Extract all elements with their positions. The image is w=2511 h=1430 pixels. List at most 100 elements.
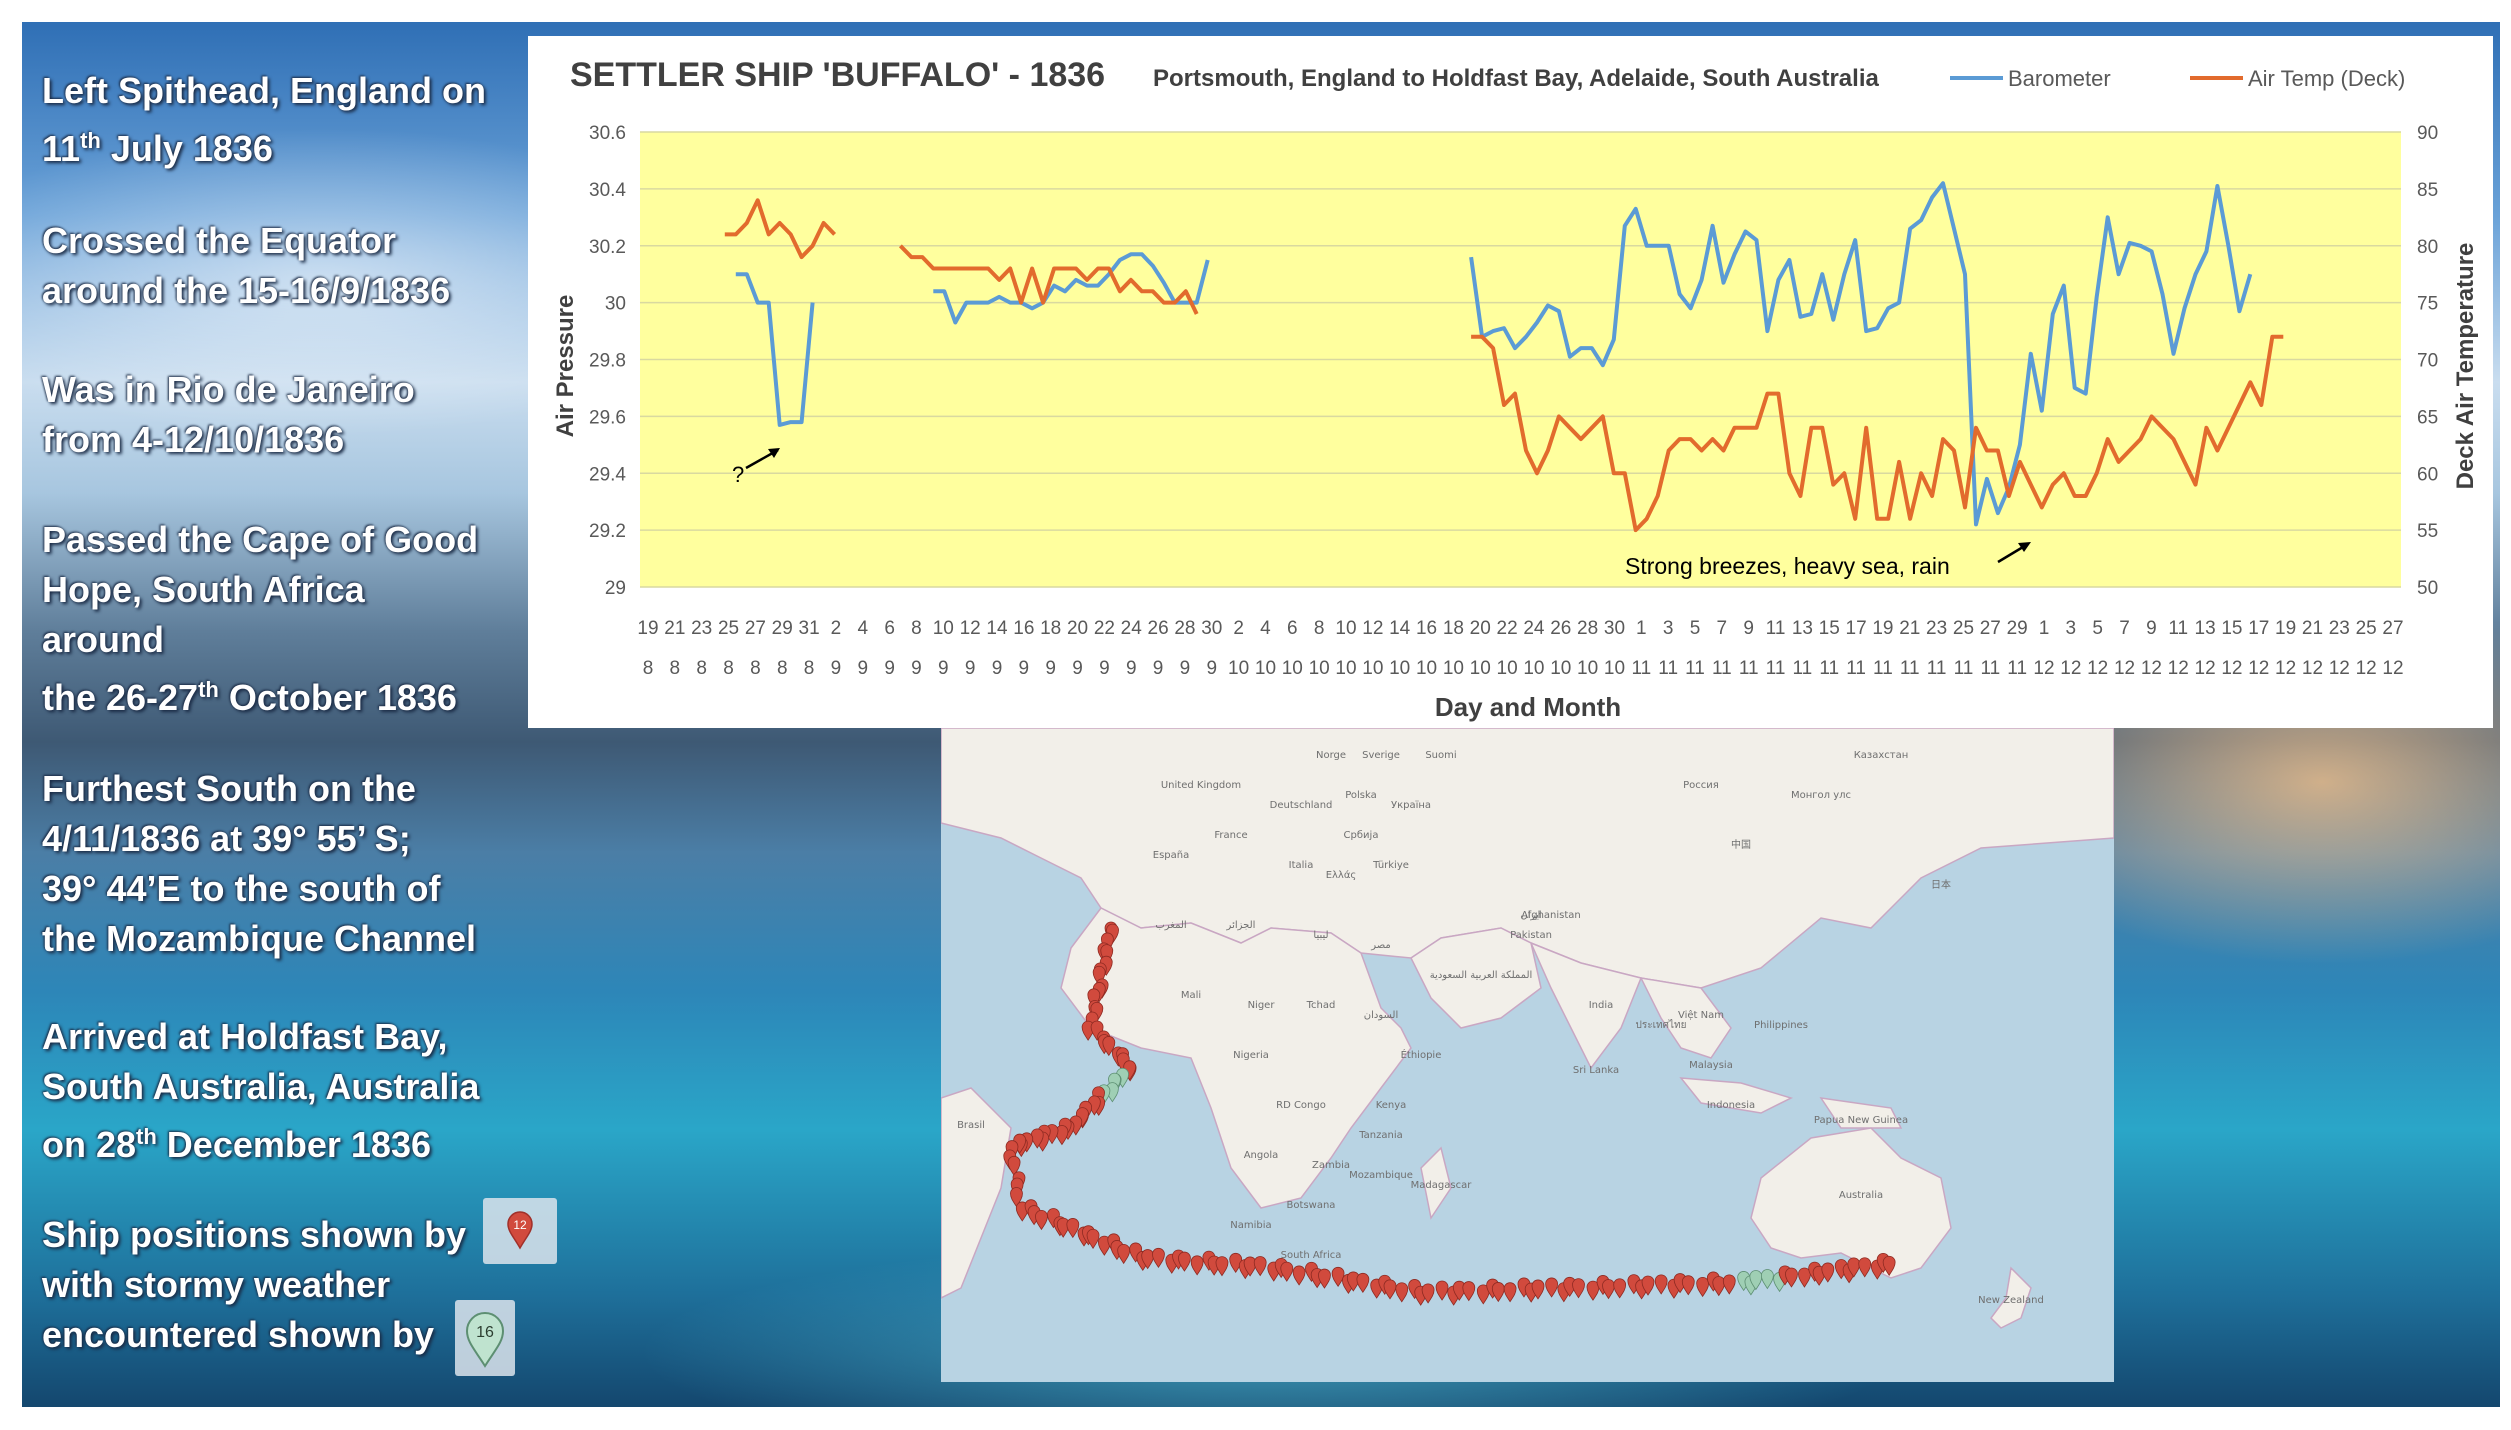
x-tick-month: 11	[2007, 658, 2027, 679]
map-country-label: Deutschland	[1270, 800, 1333, 811]
note-arrival-date: December 1836	[156, 1124, 431, 1165]
ship-position-marker[interactable]	[1292, 1265, 1306, 1286]
x-tick-month: 8	[723, 658, 734, 679]
x-tick-month: 10	[1443, 658, 1464, 679]
y2-tick-label: 65	[2417, 407, 2438, 428]
ship-position-marker[interactable]	[1462, 1281, 1476, 1302]
map-country-label: Afghanistan	[1521, 910, 1581, 921]
ship-position-marker[interactable]	[1141, 1249, 1155, 1270]
x-tick-day: 7	[1717, 618, 1728, 639]
ship-position-marker[interactable]	[1882, 1255, 1896, 1276]
ship-position-marker[interactable]	[1858, 1257, 1872, 1278]
ship-position-marker[interactable]	[1066, 1218, 1080, 1239]
note-cape-suffix: th	[198, 677, 219, 702]
map-country-label: Србија	[1344, 829, 1379, 841]
x-tick-month: 11	[1900, 658, 1920, 679]
y-tick-label: 30	[605, 294, 626, 315]
ship-position-marker[interactable]	[1681, 1275, 1695, 1296]
storm-position-marker[interactable]	[1760, 1269, 1774, 1290]
x-tick-day: 8	[911, 618, 922, 639]
ship-position-marker[interactable]	[1641, 1275, 1655, 1296]
ship-position-marker[interactable]	[1097, 1235, 1111, 1256]
x-tick-day: 30	[1201, 618, 1222, 639]
ship-position-marker[interactable]	[1821, 1262, 1835, 1283]
ship-position-marker[interactable]	[1055, 1125, 1069, 1146]
note-south-line1: Furthest South on the	[42, 768, 416, 809]
ship-position-marker[interactable]	[1007, 1155, 1021, 1177]
x-tick-day: 21	[2302, 618, 2323, 639]
ship-position-marker[interactable]	[1356, 1272, 1370, 1294]
ship-position-marker[interactable]	[1545, 1277, 1559, 1298]
x-tick-day: 30	[1604, 618, 1625, 639]
ship-position-marker[interactable]	[1215, 1256, 1229, 1277]
ship-position-marker[interactable]	[1280, 1261, 1294, 1282]
air-temp-line-segment	[724, 198, 837, 260]
ship-position-marker[interactable]	[1318, 1268, 1331, 1289]
ship-position-marker[interactable]	[1847, 1257, 1861, 1278]
ship-position-marker[interactable]	[1253, 1256, 1267, 1277]
y2-tick-label: 85	[2417, 180, 2438, 201]
x-tick-month: 9	[992, 658, 1003, 679]
y-tick-label: 29.8	[589, 351, 626, 372]
ship-position-marker[interactable]	[1798, 1267, 1811, 1288]
ship-position-marker[interactable]	[1178, 1251, 1191, 1272]
ship-position-marker[interactable]	[1117, 1243, 1131, 1265]
ship-position-marker[interactable]	[1190, 1255, 1204, 1276]
ship-position-marker[interactable]	[1102, 1036, 1116, 1057]
x-tick-month: 12	[2248, 658, 2269, 679]
map-country-label: RD Congo	[1276, 1100, 1326, 1111]
ship-position-marker[interactable]	[1383, 1279, 1397, 1300]
x-tick-month: 10	[1389, 658, 1410, 679]
x-tick-month: 10	[1228, 658, 1249, 679]
x-tick-month: 10	[1362, 658, 1383, 679]
x-tick-month: 10	[1550, 658, 1571, 679]
ship-position-marker[interactable]	[1696, 1277, 1710, 1298]
ship-position-marker[interactable]	[1035, 1209, 1048, 1231]
storm-marker-legend: 16	[455, 1300, 515, 1376]
annotation-storm-arrowhead	[2018, 542, 2031, 552]
x-tick-day: 23	[1926, 618, 1947, 639]
map-country-label: Éthiopie	[1401, 1048, 1442, 1061]
ship-position-marker[interactable]	[1503, 1282, 1517, 1303]
ship-position-marker[interactable]	[1712, 1276, 1726, 1297]
x-tick-day: 19	[1872, 618, 1893, 639]
y2-tick-label: 50	[2417, 578, 2438, 599]
x-tick-day: 20	[1470, 618, 1491, 639]
ship-position-marker[interactable]	[1152, 1247, 1165, 1269]
x-tick-month: 11	[1766, 658, 1786, 679]
y-axis-left-ticks: 30.6 30.4 30.2 30 29.8 29.6 29.4 29.2 29	[589, 123, 626, 599]
map-land-arabia	[1410, 927, 1542, 1029]
y-tick-label: 29.2	[589, 521, 626, 542]
ship-position-marker[interactable]	[1395, 1282, 1409, 1303]
x-tick-day: 13	[2195, 618, 2216, 639]
storm-position-marker[interactable]	[1749, 1270, 1763, 1291]
ship-position-marker[interactable]	[1010, 1187, 1023, 1208]
ship-position-marker[interactable]	[1086, 1228, 1100, 1249]
ship-position-marker[interactable]	[1435, 1280, 1449, 1301]
map-country-label: الجزائر	[1226, 920, 1256, 931]
ship-position-marker[interactable]	[1722, 1274, 1736, 1295]
x-tick-day: 29	[772, 618, 793, 639]
note-arrival: Arrived at Holdfast Bay, South Australia…	[42, 1012, 479, 1170]
ship-position-marker[interactable]	[1785, 1267, 1798, 1288]
ship-position-marker[interactable]	[1491, 1282, 1505, 1303]
ship-position-marker[interactable]	[1602, 1279, 1615, 1300]
voyage-map[interactable]: Россия Казахстан Монгол улс 中国 日本 المملكة الع…	[941, 728, 2114, 1382]
y2-tick-label: 70	[2417, 351, 2438, 372]
ship-position-marker-legend: 12	[483, 1198, 557, 1264]
air-temp-line-segment	[898, 244, 1199, 315]
ship-position-marker[interactable]	[1613, 1278, 1627, 1299]
ship-position-marker[interactable]	[1586, 1280, 1600, 1301]
ship-position-marker[interactable]	[1476, 1284, 1490, 1305]
x-tick-month: 9	[857, 658, 868, 679]
x-tick-day: 24	[1121, 618, 1143, 639]
ship-position-marker[interactable]	[1531, 1279, 1545, 1300]
ship-position-marker[interactable]	[1572, 1278, 1585, 1299]
ship-position-marker[interactable]	[1243, 1256, 1257, 1277]
x-tick-month: 9	[1206, 658, 1217, 679]
map-country-label: المملكة العربية السعودية	[1430, 970, 1533, 981]
chart-title: SETTLER SHIP 'BUFFALO' - 1836	[570, 56, 1105, 94]
ship-position-marker[interactable]	[1654, 1274, 1668, 1295]
ship-position-marker[interactable]	[1421, 1283, 1435, 1304]
x-tick-day: 14	[986, 618, 1008, 639]
